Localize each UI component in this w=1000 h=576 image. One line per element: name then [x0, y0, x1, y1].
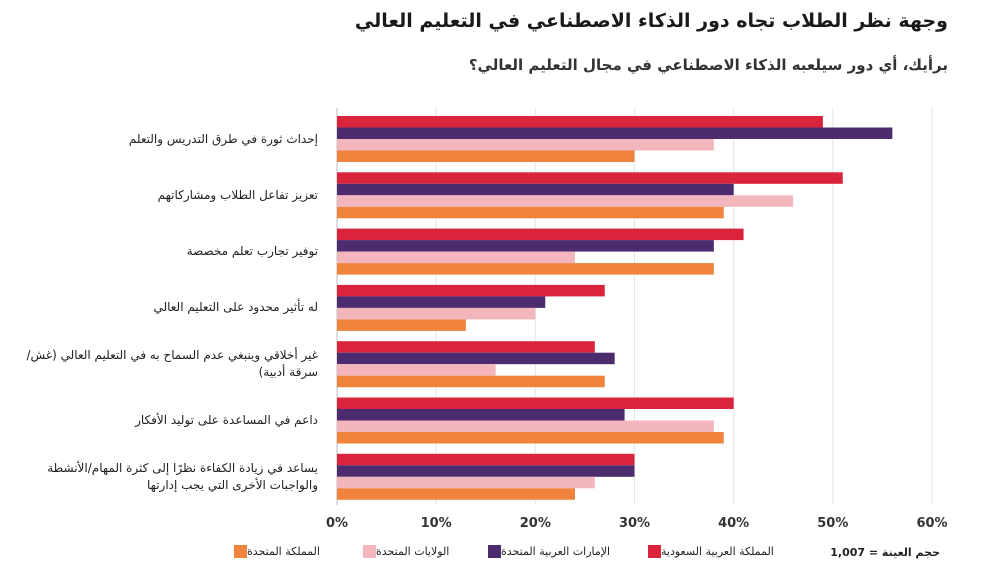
bar: [337, 352, 615, 365]
bar: [337, 341, 595, 353]
bar: [337, 183, 734, 196]
bar: [337, 296, 546, 308]
bar: [337, 172, 843, 184]
x-tick-label: 0%: [326, 516, 348, 531]
legend-label-saudi: المملكة العربية السعودية: [661, 545, 774, 558]
x-tick-label: 40%: [718, 516, 749, 531]
legend-item-us: الولايات المتحدة: [355, 545, 449, 558]
legend-swatch-saudi: [648, 545, 661, 558]
x-tick-label: 20%: [520, 516, 551, 531]
category-label: له تأثير محدود على التعليم العالي: [153, 300, 318, 315]
bar: [337, 488, 575, 500]
bar: [337, 150, 635, 162]
legend-label-uae: الإمارات العربية المتحدة: [501, 545, 611, 558]
legend-item-saudi: المملكة العربية السعودية: [640, 545, 774, 558]
bar: [337, 465, 635, 477]
bar: [337, 251, 575, 264]
bar: [337, 116, 823, 128]
chart-title: وجهة نظر الطلاب تجاه دور الذكاء الاصطناع…: [354, 10, 948, 32]
category-label: إحداث ثورة في طرق التدريس والتعلم: [128, 131, 318, 146]
legend-label-us: الولايات المتحدة: [376, 545, 450, 558]
category-label: تعزيز تفاعل الطلاب ومشاركاتهم: [157, 187, 318, 202]
x-tick-label: 60%: [916, 516, 947, 531]
x-tick-label: 50%: [817, 516, 848, 531]
bar: [337, 240, 714, 252]
bar: [337, 420, 714, 432]
bar: [337, 263, 714, 275]
bar: [337, 206, 724, 219]
legend-swatch-uk: [234, 545, 247, 558]
bar: [337, 409, 625, 421]
category-label: غير أخلاقي وينبغي عدم السماح به في التعل…: [26, 348, 318, 380]
bar: [337, 364, 496, 376]
bar: [337, 476, 595, 489]
bar: [337, 453, 635, 466]
chart-subtitle: برأيك، أي دور سيلعبه الذكاء الاصطناعي في…: [468, 56, 948, 74]
bar: [337, 195, 794, 207]
legend-label-uk: المملكة المتحدة: [247, 545, 320, 558]
category-label: توفير تجارب تعلم مخصصة: [186, 244, 318, 259]
bar: [337, 432, 724, 444]
bar: [337, 307, 536, 320]
x-tick-label: 30%: [619, 516, 650, 531]
legend-swatch-uae: [488, 545, 501, 558]
bar: [337, 375, 605, 388]
sample-size-note: حجم العينة = 1,007: [830, 546, 940, 559]
bar: [337, 139, 714, 151]
legend-item-uae: الإمارات العربية المتحدة: [480, 545, 610, 558]
legend-swatch-us: [363, 545, 376, 558]
bar: [337, 284, 605, 297]
bar: [337, 228, 744, 241]
category-label: داعم في المساعدة على توليد الأفكار: [135, 413, 318, 427]
x-tick-label: 10%: [421, 516, 452, 531]
bar: [337, 319, 466, 331]
bar: [337, 397, 734, 409]
bar: [337, 127, 893, 139]
legend-item-uk: المملكة المتحدة: [226, 545, 320, 558]
category-label: يساعد في زيادة الكفاءة نظرًا إلى كثرة ال…: [47, 460, 318, 492]
